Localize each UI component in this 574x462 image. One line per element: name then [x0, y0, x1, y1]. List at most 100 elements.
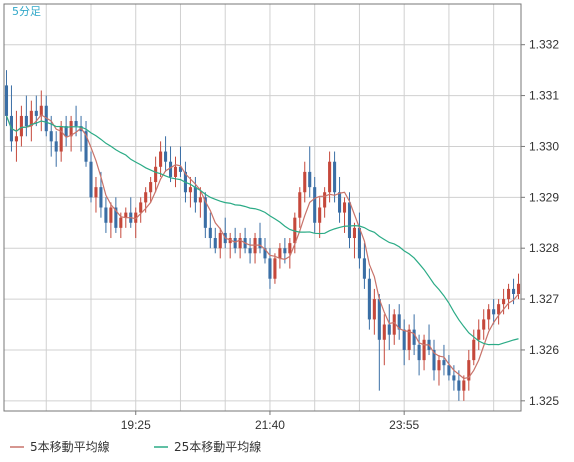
candle-body [168, 161, 173, 177]
candle-body [313, 187, 317, 223]
candle-body [278, 248, 282, 259]
y-tick-label: 1.332 [529, 38, 559, 52]
candle-body [69, 121, 73, 137]
ma5-line [5, 114, 519, 380]
candle-body [154, 166, 158, 183]
candle-body [407, 329, 411, 350]
candle-body [14, 136, 18, 142]
candle-body [134, 212, 138, 223]
candle-body [338, 192, 342, 213]
legend-ma5-label: 5本移動平均線 [30, 439, 110, 454]
candle-body [452, 375, 456, 381]
candle-body [412, 329, 416, 345]
candle-body [377, 299, 381, 340]
candle-body [203, 197, 207, 228]
candle-body [382, 324, 386, 340]
candle-body [357, 227, 361, 259]
candle-body [258, 238, 262, 249]
candle-body [352, 227, 357, 239]
candle-body [124, 212, 128, 218]
candle-body [318, 207, 322, 223]
candle-body [198, 197, 202, 203]
candle-body [342, 202, 347, 213]
y-tick-label: 1.326 [529, 343, 559, 357]
candle-body [512, 288, 516, 294]
candle-body [293, 217, 297, 244]
candle-body [447, 365, 451, 376]
candle-body [208, 227, 212, 239]
candle-body [218, 232, 222, 249]
candle-body [462, 380, 466, 391]
candle-body [29, 110, 33, 127]
gridlines [4, 4, 521, 411]
candle-body [477, 329, 481, 340]
legend: 5本移動平均線 25本移動平均線 [10, 439, 261, 454]
candle-body [392, 314, 396, 335]
candle-body [268, 258, 272, 279]
candle-body [367, 278, 371, 320]
candle-body [144, 192, 148, 203]
candle-body [34, 110, 38, 116]
candle-body [402, 329, 406, 350]
candle-body [248, 248, 252, 254]
candles-layer [4, 70, 521, 401]
candle-body [64, 126, 68, 137]
x-tick-label: 19:25 [121, 418, 151, 432]
moving-average-layer [5, 114, 519, 380]
candle-body [487, 309, 491, 320]
candle-body [516, 283, 521, 294]
candle-body [308, 171, 312, 188]
candle-body [457, 380, 461, 391]
ma25-line [5, 115, 519, 346]
candle-body [49, 131, 53, 142]
candle-body [74, 121, 78, 127]
x-tick-label: 23:55 [389, 418, 419, 432]
candle-body [298, 192, 302, 218]
candle-body [39, 105, 43, 116]
y-axis: 1.332 1.331 1.330 1.329 1.328 1.327 1.326 1.325 [521, 38, 559, 408]
candle-body [283, 248, 287, 254]
candle-body [24, 115, 28, 127]
y-tick-label: 1.325 [529, 394, 559, 408]
candle-body [19, 115, 23, 137]
candle-body [99, 187, 103, 208]
candle-body [432, 349, 436, 371]
candle-body [149, 182, 153, 193]
candle-body [139, 202, 143, 213]
candle-body [238, 238, 242, 249]
legend-ma25-label: 25本移動平均線 [174, 439, 261, 454]
candle-body [502, 299, 506, 305]
candle-body [54, 141, 58, 152]
candle-body [397, 314, 401, 330]
candle-body [4, 85, 9, 116]
candle-body [323, 192, 327, 208]
plot-frame [3, 3, 522, 412]
candle-body [263, 248, 267, 259]
candle-body [442, 360, 446, 366]
candle-body [422, 339, 426, 361]
candle-body [213, 238, 217, 249]
candle-body [303, 171, 307, 193]
candle-body [328, 161, 332, 193]
candle-body [417, 344, 421, 361]
candle-body [89, 161, 93, 198]
y-tick-label: 1.329 [529, 190, 559, 204]
candle-body [288, 243, 292, 254]
candle-body [507, 288, 511, 300]
candle-body [273, 258, 277, 279]
candle-body [178, 166, 183, 172]
candle-body [94, 187, 98, 198]
candle-body [472, 339, 476, 361]
chart-title: 5分足 [12, 5, 41, 18]
x-tick-label: 21:40 [255, 418, 285, 432]
candle-body [114, 207, 118, 228]
candle-body [467, 360, 471, 381]
candle-body [492, 309, 496, 315]
candle-body [347, 202, 352, 239]
candle-body [497, 304, 501, 315]
candle-body [109, 207, 113, 223]
candle-body [482, 319, 486, 330]
